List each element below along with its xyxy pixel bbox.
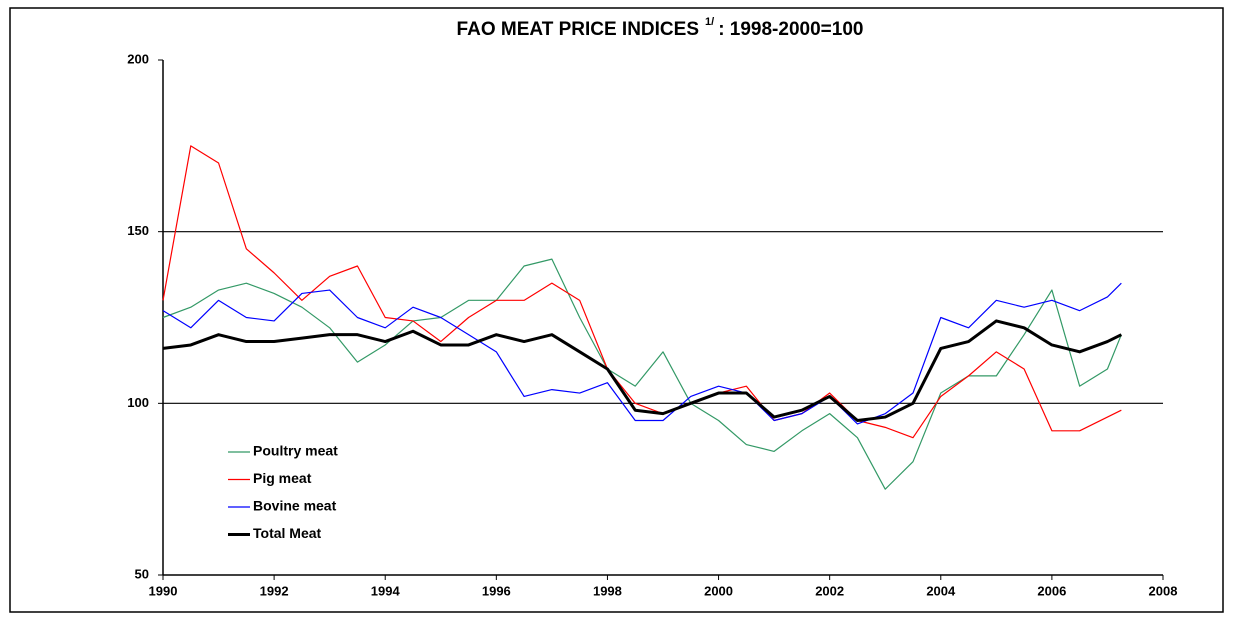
title-suffix: : 1998-2000=100 <box>718 19 863 40</box>
x-tick-label: 2004 <box>926 583 956 598</box>
x-tick-label: 2006 <box>1037 583 1066 598</box>
chart-title: FAO MEAT PRICE INDICES 1/ : 1998-2000=100 <box>457 16 864 40</box>
x-tick-label: 1994 <box>371 583 401 598</box>
series-line <box>162 145 1122 439</box>
y-tick-label: 100 <box>127 395 149 410</box>
x-tick-label: 2008 <box>1149 583 1178 598</box>
x-tick-label: 1992 <box>260 583 289 598</box>
x-tick-label: 1990 <box>149 583 178 598</box>
title-superscript: 1/ <box>705 16 714 28</box>
y-tick-label: 200 <box>127 51 149 66</box>
chart-frame <box>9 7 1224 613</box>
x-tick-label: 1996 <box>482 583 511 598</box>
x-tick-label: 2002 <box>815 583 844 598</box>
y-tick-label: 150 <box>127 223 149 238</box>
series-line <box>162 319 1122 422</box>
title-main: FAO MEAT PRICE INDICES <box>457 19 699 40</box>
x-tick-label: 2000 <box>704 583 733 598</box>
legend-label: Pig meat <box>253 470 312 486</box>
x-tick-label: 1998 <box>593 583 622 598</box>
series-line <box>162 282 1122 425</box>
legend-label: Total Meat <box>253 525 322 541</box>
series-line <box>162 258 1122 490</box>
y-tick-label: 50 <box>135 566 149 581</box>
legend-label: Poultry meat <box>253 443 338 459</box>
legend-label: Bovine meat <box>253 498 337 514</box>
